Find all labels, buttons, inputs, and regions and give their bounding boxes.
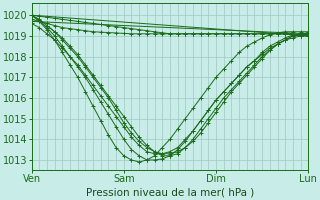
X-axis label: Pression niveau de la mer( hPa ): Pression niveau de la mer( hPa ) <box>86 187 254 197</box>
